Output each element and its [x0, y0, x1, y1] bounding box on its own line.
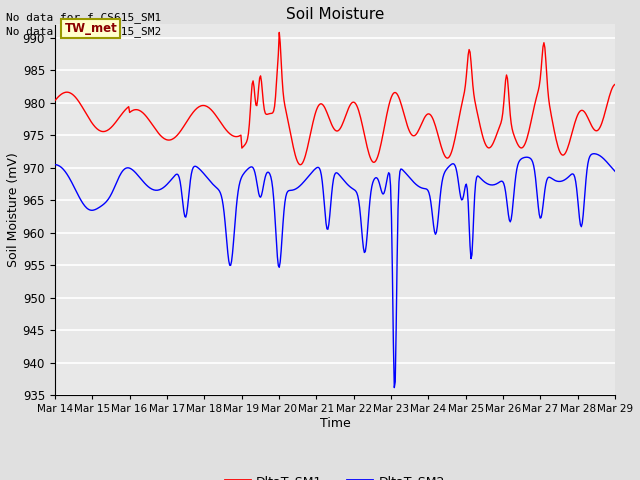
Text: No data for f CS615_SM1: No data for f CS615_SM1 [6, 12, 162, 23]
Text: No data for f CS615_SM2: No data for f CS615_SM2 [6, 26, 162, 37]
Y-axis label: Soil Moisture (mV): Soil Moisture (mV) [7, 153, 20, 267]
Legend: DltaT_SM1, DltaT_SM2: DltaT_SM1, DltaT_SM2 [220, 469, 450, 480]
Title: Soil Moisture: Soil Moisture [285, 7, 384, 22]
X-axis label: Time: Time [319, 417, 350, 430]
Text: TW_met: TW_met [65, 22, 117, 35]
